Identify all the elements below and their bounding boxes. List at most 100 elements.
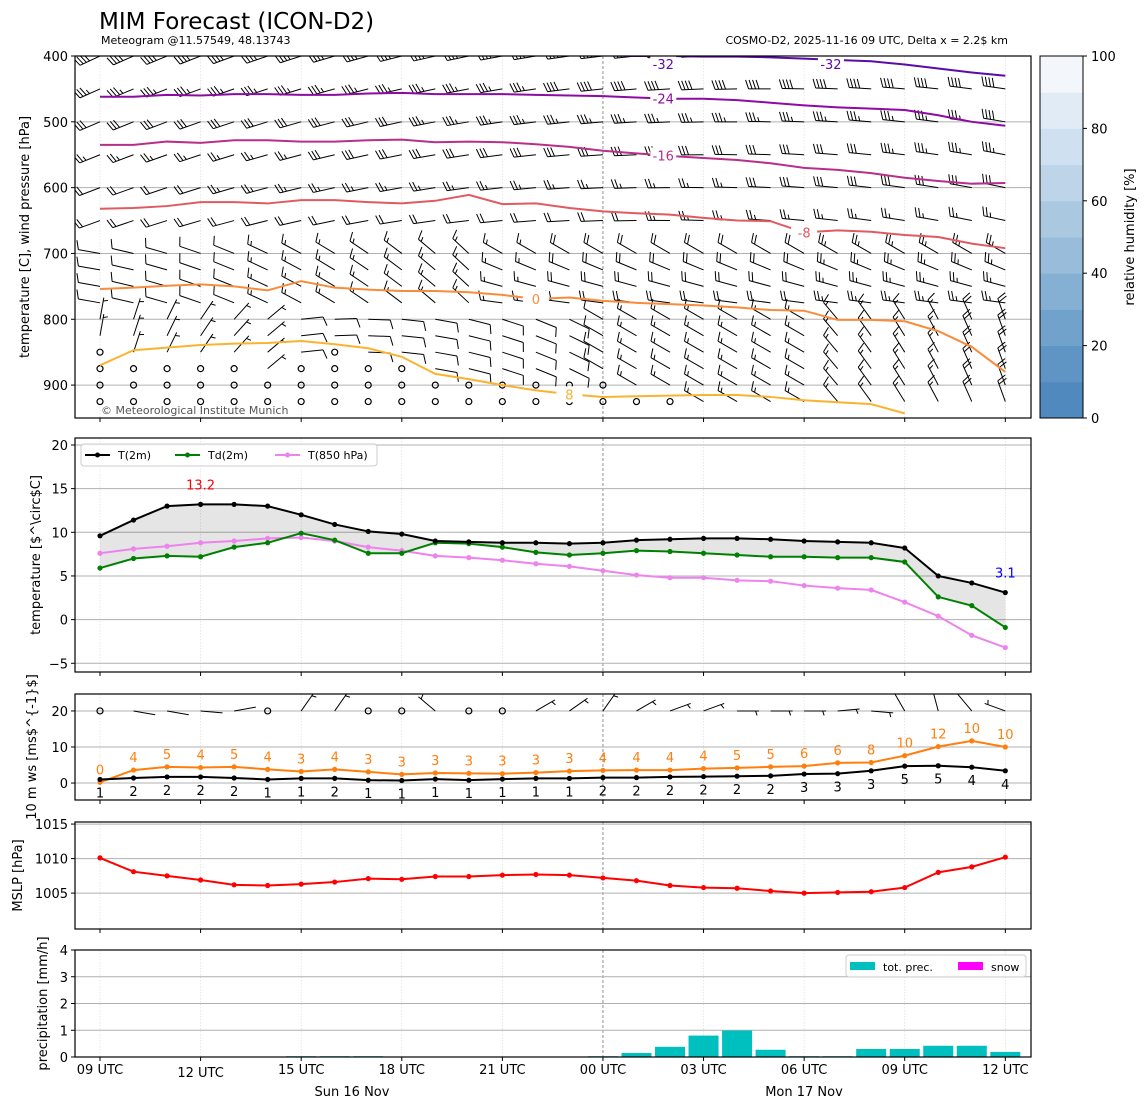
- barb-staff: [200, 300, 214, 320]
- calm-wind-circle: [498, 707, 506, 715]
- barb-half-feather: [687, 371, 689, 376]
- wind-mean-point: [566, 775, 573, 781]
- barb-feather: [322, 333, 328, 343]
- barb-feather: [253, 56, 258, 61]
- wind-barb: [247, 251, 268, 271]
- barb-staff: [962, 298, 973, 320]
- barb-feather: [479, 213, 485, 223]
- wind-barb: [341, 215, 369, 226]
- barb-feather: [617, 81, 622, 91]
- barb-staff: [383, 256, 403, 271]
- mslp-point: [600, 875, 606, 881]
- barb-feather: [783, 251, 785, 262]
- barb-feather: [952, 272, 955, 282]
- barb-feather: [816, 143, 820, 154]
- wind-barb: [341, 182, 369, 193]
- barb-staff: [78, 249, 101, 254]
- barb-staff: [349, 257, 369, 271]
- barb-half-feather: [859, 365, 864, 371]
- wind-barb: [914, 142, 939, 156]
- barb-feather: [356, 334, 361, 345]
- barb-half-feather: [859, 349, 864, 354]
- isotherm-label-gap: [556, 386, 583, 403]
- barb-feather: [857, 342, 865, 352]
- barb-feather: [678, 178, 683, 188]
- barb-staff: [435, 368, 458, 373]
- wind-barb: [949, 271, 972, 287]
- wind-barb: [745, 177, 771, 189]
- barb-half-feather: [216, 187, 221, 193]
- data-point: [130, 546, 137, 552]
- barb-staff: [349, 290, 369, 304]
- barb-feather: [784, 298, 788, 309]
- barb-feather: [917, 290, 921, 301]
- barb-staff: [715, 299, 738, 304]
- barb-half-feather: [317, 186, 321, 192]
- barb-half-feather: [551, 701, 556, 706]
- wind-barb: [985, 233, 1006, 254]
- barb-feather: [452, 246, 458, 256]
- data-point: [499, 557, 505, 563]
- wind-barb: [532, 381, 540, 389]
- wind-barb: [981, 141, 1006, 156]
- barb-feather: [747, 56, 750, 57]
- barb-half-feather: [921, 296, 924, 301]
- barb-feather: [281, 283, 284, 293]
- data-point: [600, 540, 606, 546]
- wind-barb: [982, 173, 1006, 189]
- temperature-annotation: 13.2: [186, 478, 215, 493]
- wind-mean-label: 2: [129, 785, 137, 800]
- barb-feather: [850, 46, 853, 55]
- barb-feather: [981, 108, 985, 119]
- barb-feather: [645, 290, 649, 301]
- barb-feather: [997, 358, 1006, 365]
- barb-feather: [718, 80, 723, 90]
- barb-feather: [445, 148, 451, 158]
- barb-staff: [547, 220, 570, 223]
- barb-half-feather: [854, 213, 857, 219]
- isotherm-line: [100, 138, 1006, 185]
- barb-staff: [383, 272, 403, 287]
- barb-feather: [423, 337, 427, 348]
- wind-barb: [408, 214, 436, 225]
- barb-staff: [300, 694, 314, 712]
- wind-barb: [375, 116, 402, 127]
- barb-feather: [308, 56, 315, 63]
- wind-barb: [650, 364, 671, 386]
- wind-barb: [408, 116, 436, 127]
- barb-staff: [684, 373, 704, 386]
- wind-barb: [997, 341, 1007, 369]
- wind-barb: [543, 81, 570, 93]
- barb-staff: [751, 324, 771, 337]
- barb-feather: [917, 142, 921, 153]
- barb-feather: [823, 47, 826, 56]
- barb-half-feather: [859, 382, 864, 387]
- wind-barb: [442, 83, 469, 94]
- barb-staff: [480, 154, 503, 159]
- wind-barb: [110, 239, 134, 254]
- barb-feather: [752, 112, 757, 122]
- wind-barb: [502, 368, 524, 385]
- barb-staff: [435, 318, 458, 324]
- barb-feather: [354, 56, 358, 60]
- wind-barb: [948, 141, 972, 156]
- barb-feather: [884, 290, 887, 301]
- barb-staff: [703, 702, 725, 712]
- wind-mean-label: 2: [163, 784, 171, 799]
- wind-barb: [145, 254, 168, 271]
- barb-feather: [887, 46, 889, 55]
- barb-staff: [950, 215, 972, 222]
- barb-feather: [612, 290, 616, 301]
- barb-feather: [711, 177, 716, 188]
- barb-feather: [549, 82, 555, 92]
- barb-feather: [452, 278, 458, 289]
- barb-half-feather: [922, 213, 924, 219]
- barb-feather: [785, 79, 790, 89]
- barb-staff: [918, 242, 939, 254]
- barb-feather: [346, 56, 351, 62]
- wind-barb: [636, 699, 657, 712]
- colorbar-band: [1040, 237, 1083, 274]
- wind-barb: [880, 175, 905, 189]
- barb-feather: [381, 83, 388, 93]
